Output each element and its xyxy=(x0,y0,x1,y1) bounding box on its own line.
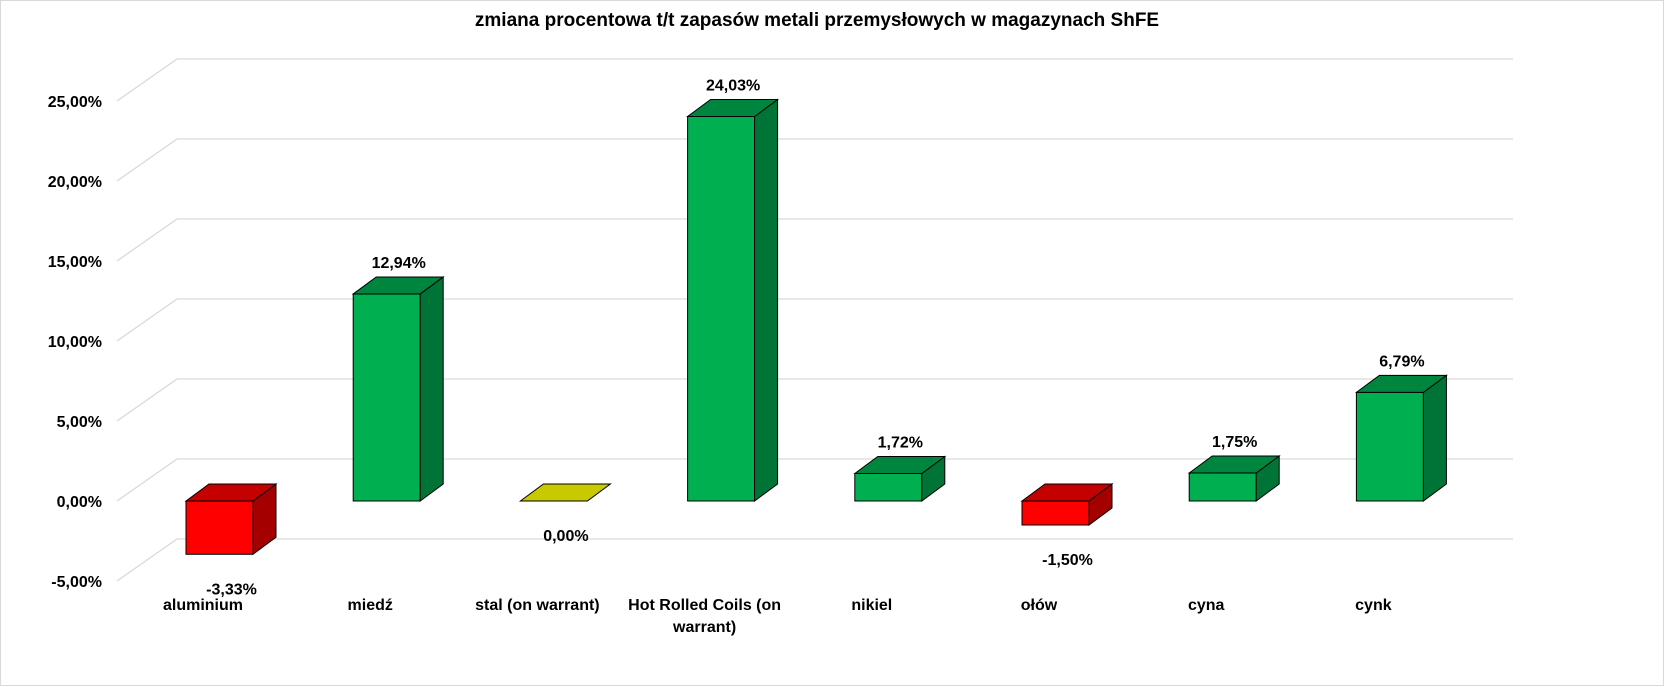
data-labels: -3,33% 12,94% 0,00% 24,03% 1,72% -1,50% 1,75% 6… xyxy=(206,78,1424,599)
y-tick-label: 5,00% xyxy=(57,414,102,431)
data-label: -3,33% xyxy=(206,581,257,598)
category-label: nikiel xyxy=(851,597,892,614)
data-label: 1,72% xyxy=(878,434,923,451)
category-label: cynk xyxy=(1355,597,1392,614)
chart-title: zmiana procentowa t/t zapasów metali prz… xyxy=(475,10,1159,31)
y-tick-label: 10,00% xyxy=(48,334,102,351)
bar-side xyxy=(754,98,779,502)
data-label: 6,79% xyxy=(1379,353,1424,370)
bar xyxy=(185,500,254,555)
bar-top xyxy=(518,483,612,502)
gridline-side xyxy=(116,538,178,582)
bar xyxy=(1021,500,1090,526)
gridline-side xyxy=(116,378,178,422)
y-tick-label: 25,00% xyxy=(48,94,102,111)
y-tick-label: 0,00% xyxy=(57,494,102,511)
gridline-side xyxy=(116,58,178,102)
category-label: Hot Rolled Coils (on warrant) xyxy=(628,597,781,636)
data-label: 1,75% xyxy=(1212,434,1257,451)
y-axis-ticks: -5,00% 0,00% 5,00% 10,00% 15,00% 20,00% 25,00% xyxy=(48,94,102,591)
category-label: aluminium xyxy=(163,597,243,614)
data-label: 24,03% xyxy=(706,78,760,95)
bar-side xyxy=(419,275,444,502)
category-label: ołów xyxy=(1021,597,1058,614)
gridline-side xyxy=(116,138,178,182)
y-tick-label: 15,00% xyxy=(48,254,102,271)
bar-top xyxy=(1020,483,1114,502)
bar xyxy=(352,293,421,502)
data-label: 12,94% xyxy=(372,255,426,272)
bar-top xyxy=(1187,455,1281,474)
bar-top xyxy=(686,99,780,118)
data-label: -1,50% xyxy=(1042,552,1093,569)
bar-top xyxy=(1354,374,1448,393)
gridline-side xyxy=(116,458,178,502)
bar xyxy=(854,472,923,502)
data-label: 0,00% xyxy=(543,528,588,545)
category-labels: aluminium miedź stal (on warrant) Hot Rolle… xyxy=(163,597,1392,636)
category-label: cyna xyxy=(1188,597,1225,614)
bar xyxy=(687,116,756,502)
category-label: miedź xyxy=(348,597,393,614)
bar xyxy=(1188,472,1257,502)
gridlines xyxy=(116,58,1513,582)
bar-side xyxy=(1422,374,1447,502)
bar-top xyxy=(351,276,445,295)
bar-top xyxy=(853,455,947,474)
gridline-side xyxy=(116,298,178,342)
bars xyxy=(184,98,1448,556)
gridline-side xyxy=(116,218,178,262)
bar xyxy=(1355,391,1424,502)
category-label: stal (on warrant) xyxy=(475,597,599,614)
bar-top xyxy=(184,483,278,502)
y-tick-label: -5,00% xyxy=(51,574,102,591)
y-tick-label: 20,00% xyxy=(48,174,102,191)
